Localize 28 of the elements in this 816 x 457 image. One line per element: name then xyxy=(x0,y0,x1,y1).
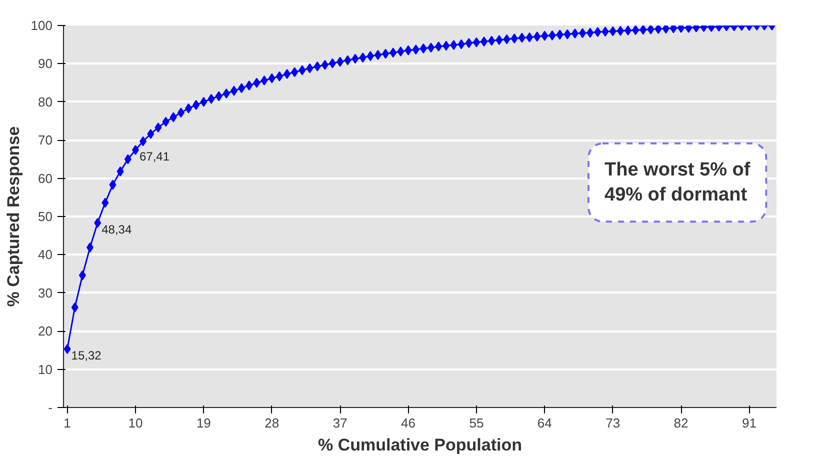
x-tick-label: 73 xyxy=(606,416,620,430)
x-tick-label: 28 xyxy=(264,416,280,430)
y-tick-label: 20 xyxy=(38,324,53,339)
y-tick-label: 40 xyxy=(38,247,53,262)
y-tick-label: 50 xyxy=(38,209,53,224)
y-tick-label: - xyxy=(48,400,53,415)
y-tick-label: 60 xyxy=(38,170,53,186)
x-tick-label: 37 xyxy=(332,416,348,430)
y-tick-label: 30 xyxy=(38,285,53,300)
data-label: 67,41 xyxy=(139,149,170,164)
y-tick-label: 70 xyxy=(38,132,53,148)
x-tick-label: 46 xyxy=(401,416,416,430)
x-tick-label: 19 xyxy=(196,416,211,430)
x-tick-label: 82 xyxy=(674,416,688,430)
annotation: The worst 5% of 49% of dormant xyxy=(604,159,751,206)
x-tick-label: 91 xyxy=(742,416,756,430)
x-tick-label: 55 xyxy=(469,416,484,430)
y-tick-label: 100 xyxy=(30,18,53,33)
y-axis-title: % Captured Response xyxy=(4,126,23,307)
y-tick-label: 10 xyxy=(38,362,53,377)
x-tick-label: 10 xyxy=(128,416,143,430)
x-axis-title: % Cumulative Population xyxy=(318,436,522,454)
y-tick-label: 80 xyxy=(38,94,53,110)
x-tick-label: 64 xyxy=(537,416,552,430)
data-label: 48,34 xyxy=(102,222,132,236)
y-tick-label: 90 xyxy=(38,56,53,72)
x-tick-label: 1 xyxy=(64,416,71,430)
data-label: 15,32 xyxy=(71,348,102,362)
